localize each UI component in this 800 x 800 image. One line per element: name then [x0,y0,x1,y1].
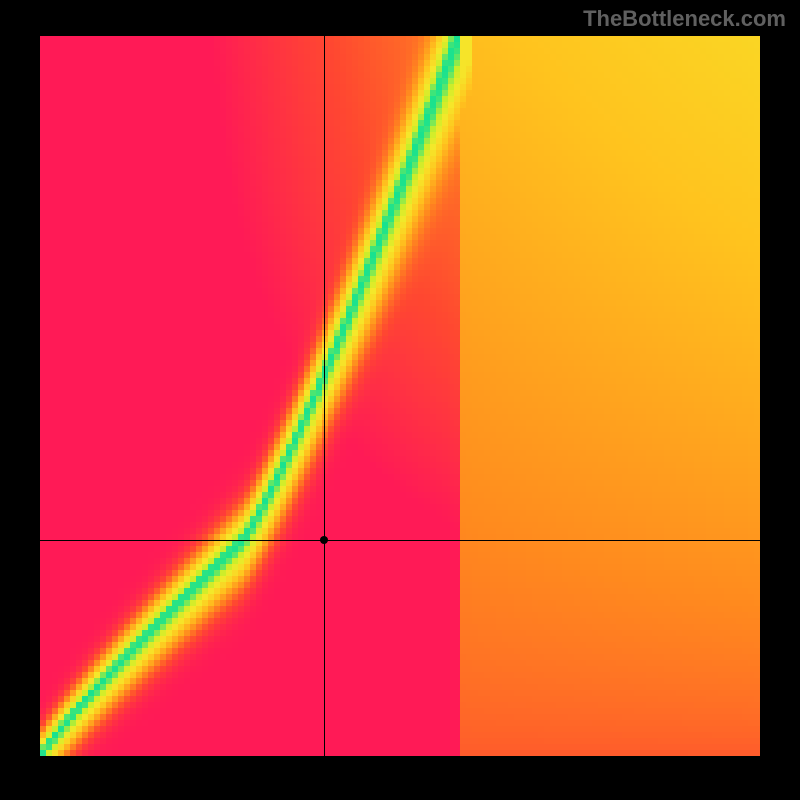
watermark-text: TheBottleneck.com [583,6,786,32]
crosshair-vertical [324,36,325,756]
bottleneck-heatmap [40,36,760,756]
selected-point-marker [320,536,328,544]
chart-container: { "watermark": { "text": "TheBottleneck.… [0,0,800,800]
crosshair-horizontal [40,540,760,541]
